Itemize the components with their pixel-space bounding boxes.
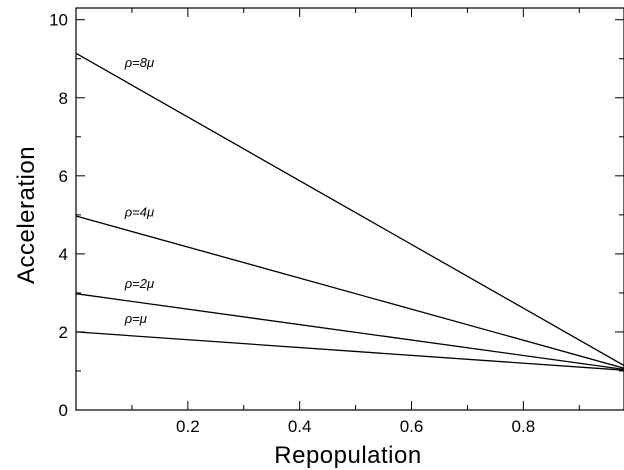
x-tick-label: 0.8 <box>512 417 536 436</box>
axis-ticks <box>76 8 624 411</box>
x-tick-label: 0.6 <box>400 417 424 436</box>
y-tick-label: 10 <box>49 11 68 30</box>
x-tick-label: 0.4 <box>288 417 312 436</box>
y-tick-label: 0 <box>59 401 68 420</box>
y-tick-label: 8 <box>59 89 68 108</box>
y-tick-label: 6 <box>59 167 68 186</box>
series-line-1 <box>75 215 624 369</box>
tick-labels: 0 2 4 6 8 10 0.2 0.4 0.6 0.8 <box>49 11 535 436</box>
y-axis-title: Acceleration <box>13 146 40 284</box>
series-label-2: ρ=2μ <box>124 276 154 291</box>
x-tick-label: 0.2 <box>176 417 200 436</box>
series-label-3: ρ=μ <box>124 311 147 326</box>
series-line-2 <box>75 293 624 371</box>
y-tick-label: 4 <box>59 245 68 264</box>
series-label-0: ρ=8μ <box>124 55 154 70</box>
plot-frame <box>75 7 624 411</box>
series-label-1: ρ=4μ <box>124 204 154 219</box>
x-axis-title: Repopulation <box>274 442 421 469</box>
plot-border <box>75 7 624 411</box>
series-line-0 <box>75 52 624 367</box>
y-tick-label: 2 <box>59 323 68 342</box>
series-lines <box>75 52 624 371</box>
series-labels: ρ=8μ ρ=4μ ρ=2μ ρ=μ <box>124 55 154 326</box>
series-line-3 <box>75 331 624 371</box>
